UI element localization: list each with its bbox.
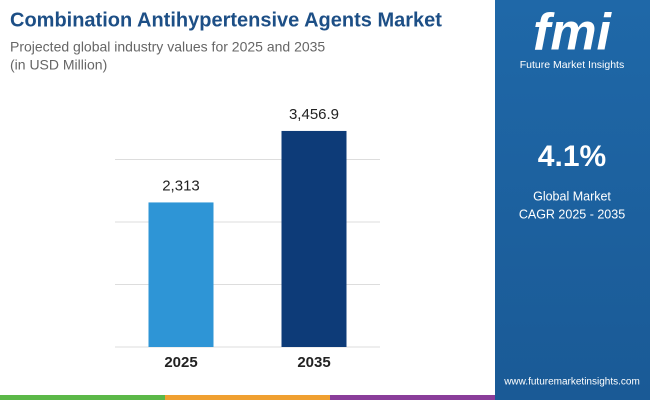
- side-panel: [495, 0, 650, 400]
- chart-subtitle: (in USD Million): [10, 57, 107, 73]
- bar: [281, 130, 347, 347]
- stripe: [330, 395, 495, 400]
- x-tick-label: 2035: [297, 354, 330, 371]
- cagr-label: Global Market: [533, 189, 611, 203]
- stripe: [165, 395, 330, 400]
- bar: [148, 202, 214, 347]
- url: www.futuremarketinsights.com: [503, 377, 640, 388]
- chart-subtitle: Projected global industry values for 202…: [10, 39, 325, 55]
- x-tick-label: 2025: [164, 354, 197, 371]
- cagr-value: 4.1%: [538, 140, 606, 173]
- logo: fmi: [533, 4, 613, 62]
- cagr-label: CAGR 2025 - 2035: [519, 207, 625, 221]
- chart-title: Combination Antihypertensive Agents Mark…: [10, 9, 442, 31]
- stripe: [0, 395, 165, 400]
- brand: Future Market Insights: [520, 59, 624, 71]
- value-label: 3,456.9: [289, 106, 339, 123]
- value-label: 2,313: [162, 177, 200, 194]
